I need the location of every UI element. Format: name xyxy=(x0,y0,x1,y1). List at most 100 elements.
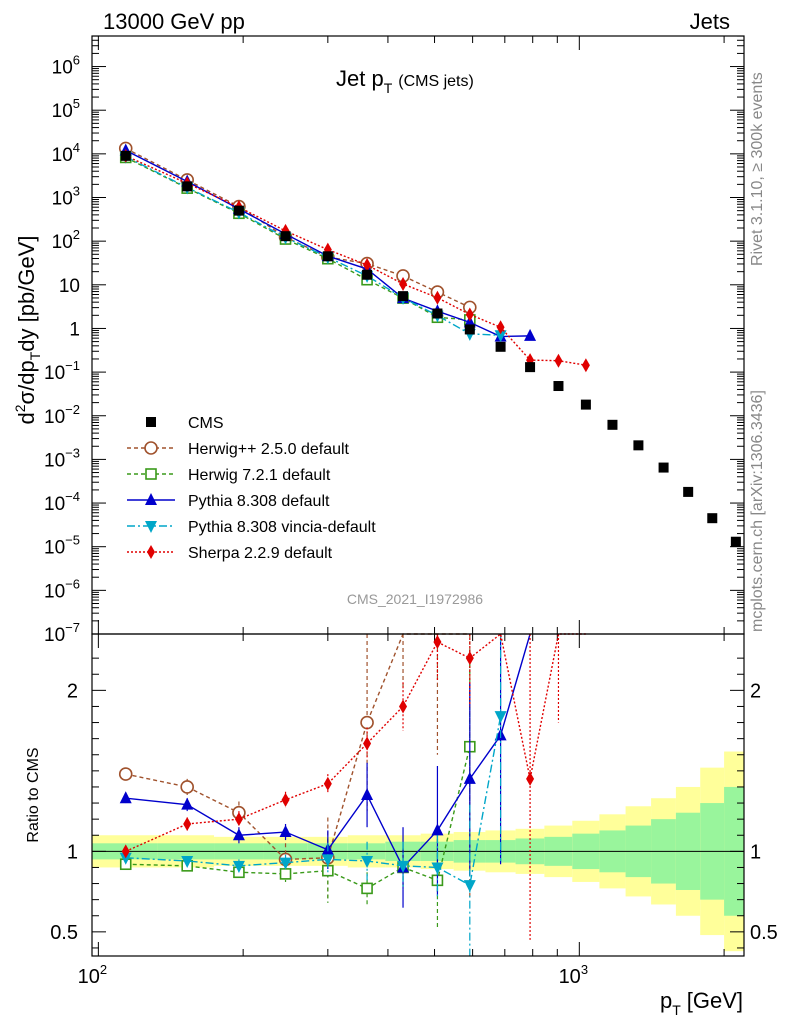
ylabel-superscript: 2 xyxy=(12,404,28,412)
ylabel-sigma: σ/dp xyxy=(14,360,39,404)
legend-entry: CMS xyxy=(146,415,224,432)
cms-data-point xyxy=(398,291,409,302)
cms-data-point xyxy=(525,362,536,373)
legend-entry: Sherpa 2.2.9 default xyxy=(127,545,333,562)
legend-marker xyxy=(145,493,157,505)
series-line-main xyxy=(125,155,587,366)
y-tick-label: 10−6 xyxy=(44,576,80,602)
xlabel-subscript: T xyxy=(672,1002,681,1018)
series-marker-main xyxy=(496,320,505,335)
cms-data-point xyxy=(607,419,618,430)
y-tick-label: 10−3 xyxy=(44,445,80,471)
y-tick-label: 10−7 xyxy=(44,620,80,646)
y-tick-label-exponent: 4 xyxy=(73,140,80,155)
series-main-0 xyxy=(118,141,477,315)
series-marker-ratio xyxy=(279,825,292,838)
series-main-3 xyxy=(119,151,507,343)
series-marker-main xyxy=(465,307,474,322)
x-tick-label-base: 10 xyxy=(78,966,100,988)
y-tick-label-exponent: −2 xyxy=(65,402,80,417)
legend-marker xyxy=(145,521,157,533)
series-ratio-1 xyxy=(119,650,476,929)
ylabel-subscript: T xyxy=(27,351,43,360)
y-tick-label-base: 10 xyxy=(44,581,65,602)
legend-label: Herwig++ 2.5.0 default xyxy=(188,441,350,458)
rivet-version-label: Rivet 3.1.10, ≥ 300k events xyxy=(749,72,766,266)
y-tick-label-exponent: −1 xyxy=(65,358,80,373)
cms-data-point xyxy=(464,324,475,335)
cms-data-point xyxy=(707,513,718,524)
x-tick-label-exponent: 3 xyxy=(581,962,588,977)
ylabel-d: d xyxy=(14,412,39,424)
series-marker-ratio xyxy=(360,715,374,730)
series-line-main xyxy=(125,155,501,336)
cms-data-point xyxy=(182,181,193,192)
cms-data-point xyxy=(683,486,694,497)
ratio-tick-label-right: 1 xyxy=(750,841,761,863)
y-tick-label-base: 10 xyxy=(44,625,65,646)
legend: CMS Herwig++ 2.5.0 default Herwig 7.2.1 de… xyxy=(127,415,376,562)
series-line-ratio xyxy=(125,633,470,861)
series-marker-ratio xyxy=(494,711,507,724)
series-marker-ratio xyxy=(363,736,372,751)
legend-marker xyxy=(144,441,158,455)
series-line-main xyxy=(125,156,470,321)
series-marker-ratio xyxy=(181,856,194,869)
series-marker-main xyxy=(581,358,590,373)
analysis-watermark: CMS_2021_I1972986 xyxy=(347,591,483,607)
header-right: Jets xyxy=(690,9,730,34)
cms-data-point xyxy=(553,381,564,392)
series-line-ratio xyxy=(125,715,502,887)
y-tick-label-base: 10 xyxy=(44,538,65,559)
y-tick-label-base: 1 xyxy=(69,319,80,340)
series-marker-ratio xyxy=(118,767,133,781)
y-tick-label-exponent: 6 xyxy=(73,53,80,68)
y-tick-label-base: 10 xyxy=(52,232,73,253)
series-line-ratio xyxy=(125,746,471,890)
series-marker-ratio xyxy=(465,651,474,666)
cms-data-point xyxy=(322,251,333,262)
legend-marker xyxy=(146,417,156,427)
ratio-tick-label-left: 1 xyxy=(67,841,78,863)
y-tick-label-base: 10 xyxy=(44,494,65,515)
legend-label: CMS xyxy=(188,415,224,432)
series-marker-ratio xyxy=(361,882,373,895)
cms-data-point xyxy=(658,462,669,473)
cms-data-point xyxy=(120,150,131,161)
cms-data-point xyxy=(633,440,644,451)
series-marker-main xyxy=(399,276,408,291)
series-main-1 xyxy=(119,151,476,326)
series-marker-ratio xyxy=(431,823,444,836)
ratio-tick-label-left: 0.5 xyxy=(50,922,78,944)
cms-data-point xyxy=(580,399,591,410)
x-tick-label: 102 xyxy=(78,962,107,988)
y-tick-label: 10−4 xyxy=(44,489,80,515)
xlabel-main: p xyxy=(660,988,672,1013)
legend-entry: Pythia 8.308 vincia-default xyxy=(127,519,376,536)
series-marker-ratio xyxy=(323,776,332,791)
x-axis-label: pT [GeV] xyxy=(660,988,743,1018)
series-marker-ratio xyxy=(397,860,410,873)
ratio-y-axis-label: Ratio to CMS xyxy=(25,747,42,842)
series-line-main xyxy=(125,147,471,309)
y-tick-label: 103 xyxy=(52,184,80,210)
ratio-panel-frame xyxy=(91,633,745,957)
y-tick-label-base: 10 xyxy=(44,407,65,428)
cms-data-point xyxy=(233,205,244,216)
y-tick-label: 10−5 xyxy=(44,533,80,559)
y-tick-label: 10 xyxy=(59,276,80,297)
xlabel-unit: [GeV] xyxy=(687,988,743,1013)
series-marker-ratio xyxy=(463,880,476,893)
y-tick-label: 1 xyxy=(69,319,80,340)
y-tick-label-exponent: −6 xyxy=(65,576,80,591)
x-tick-label: 103 xyxy=(559,962,588,988)
y-tick-label-base: 10 xyxy=(59,276,80,297)
title-main: Jet p xyxy=(336,66,384,91)
legend-marker xyxy=(147,545,155,559)
series-ratio-4 xyxy=(121,632,586,940)
y-tick-label: 102 xyxy=(52,227,80,253)
series-marker-ratio xyxy=(361,788,374,800)
y-tick-label-base: 10 xyxy=(44,450,65,471)
series-marker-ratio xyxy=(232,828,245,841)
